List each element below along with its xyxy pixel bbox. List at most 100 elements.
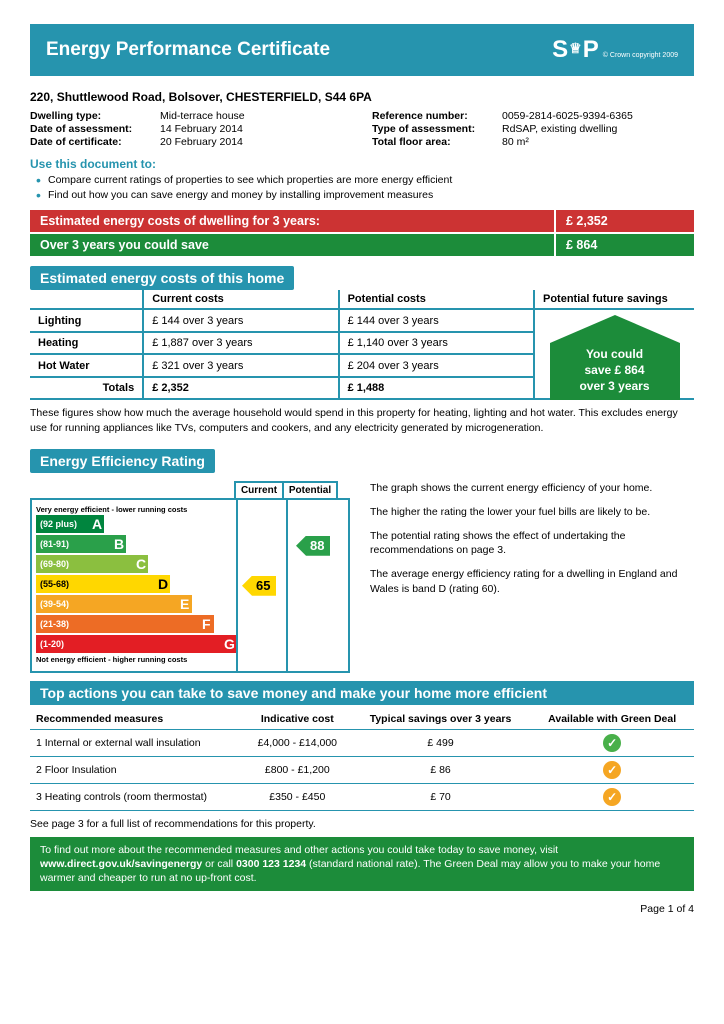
green-deal-tick: ✓ (530, 729, 694, 756)
measure-cost: £4,000 - £14,000 (244, 729, 351, 756)
use-doc-bullets: Compare current ratings of properties to… (30, 173, 694, 202)
eer-band-A: (92 plus)A (36, 515, 104, 533)
info-label: Date of assessment: (30, 123, 160, 135)
totals-potential: £ 1,488 (339, 377, 534, 400)
estimated-cost-bar: Estimated energy costs of dwelling for 3… (30, 210, 694, 232)
cost-potential: £ 1,140 over 3 years (339, 332, 534, 355)
tick-icon: ✓ (603, 761, 621, 779)
table-row: 3 Heating controls (room thermostat) £35… (30, 783, 694, 810)
col-indicative-cost: Indicative cost (244, 709, 351, 730)
col-measures: Recommended measures (30, 709, 244, 730)
info-value: 80 m² (502, 136, 694, 148)
measure-name: 2 Floor Insulation (30, 756, 244, 783)
green-deal-info-box: To find out more about the recommended m… (30, 837, 694, 892)
eer-heading: Energy Efficiency Rating (30, 449, 215, 473)
tick-icon: ✓ (603, 788, 621, 806)
measure-cost: £350 - £450 (244, 783, 351, 810)
measure-name: 3 Heating controls (room thermostat) (30, 783, 244, 810)
eer-band-G: (1-20)G (36, 635, 236, 653)
green-deal-tick: ✓ (530, 783, 694, 810)
table-row: 1 Internal or external wall insulation £… (30, 729, 694, 756)
green-deal-tick: ✓ (530, 756, 694, 783)
costs-footer-text: These figures show how much the average … (30, 406, 694, 434)
measure-saving: £ 70 (351, 783, 531, 810)
eer-col-current: Current (234, 481, 284, 498)
cost-potential: £ 204 over 3 years (339, 354, 534, 377)
measure-saving: £ 499 (351, 729, 531, 756)
info-value: 0059-2814-6025-9394-6365 (502, 110, 694, 122)
savings-bar: Over 3 years you could save £ 864 (30, 234, 694, 256)
measure-cost: £800 - £1,200 (244, 756, 351, 783)
tick-icon: ✓ (603, 734, 621, 752)
costs-table: Current costs Potential costs Potential … (30, 290, 694, 400)
measure-name: 1 Internal or external wall insulation (30, 729, 244, 756)
sap-logo: S♕P © Crown copyright 2009 (552, 36, 678, 64)
info-row: Total floor area:80 m² (372, 136, 694, 148)
info-value: Mid-terrace house (160, 110, 352, 122)
info-row: Type of assessment:RdSAP, existing dwell… (372, 123, 694, 135)
crown-icon: ♕ (569, 40, 583, 56)
eer-band-D: (55-68)D (36, 575, 170, 593)
savings-value: £ 864 (554, 234, 694, 256)
estimated-cost-value: £ 2,352 (554, 210, 694, 232)
use-doc-bullet: Compare current ratings of properties to… (36, 173, 694, 188)
eer-band-E: (39-54)E (36, 595, 192, 613)
totals-label: Totals (30, 377, 143, 400)
savings-arrow-icon: You couldsave £ 864over 3 years (550, 315, 680, 400)
eer-paragraph: The average energy efficiency rating for… (370, 567, 694, 595)
cost-row-name: Hot Water (30, 354, 143, 377)
eer-caption-top: Very energy efficient - lower running co… (36, 505, 346, 514)
eer-paragraph: The graph shows the current energy effic… (370, 481, 694, 495)
cost-current: £ 1,887 over 3 years (143, 332, 338, 355)
info-row: Reference number:0059-2814-6025-9394-636… (372, 110, 694, 122)
info-row: Date of assessment:14 February 2014 (30, 123, 352, 135)
eer-paragraph: The higher the rating the lower your fue… (370, 505, 694, 519)
eer-description: The graph shows the current energy effic… (370, 481, 694, 606)
eer-band-B: (81-91)B (36, 535, 126, 553)
measure-saving: £ 86 (351, 756, 531, 783)
top-actions-heading: Top actions you can take to save money a… (30, 681, 694, 705)
savings-label: Over 3 years you could save (30, 234, 554, 256)
info-value: RdSAP, existing dwelling (502, 123, 694, 135)
use-doc-bullet: Find out how you can save energy and mon… (36, 188, 694, 203)
eer-caption-bottom: Not energy efficient - higher running co… (36, 655, 346, 664)
totals-current: £ 2,352 (143, 377, 338, 400)
cost-row-name: Lighting (30, 309, 143, 332)
property-address: 220, Shuttlewood Road, Bolsover, CHESTER… (30, 90, 694, 104)
info-row: Date of certificate:20 February 2014 (30, 136, 352, 148)
cost-current: £ 321 over 3 years (143, 354, 338, 377)
info-value: 20 February 2014 (160, 136, 352, 148)
info-label: Date of certificate: (30, 136, 160, 148)
info-row: Dwelling type:Mid-terrace house (30, 110, 352, 122)
eer-chart: Current Potential Very energy efficient … (30, 481, 350, 673)
eer-band-C: (69-80)C (36, 555, 148, 573)
info-label: Total floor area: (372, 136, 502, 148)
col-potential: Potential costs (339, 290, 534, 309)
col-savings: Potential future savings (534, 290, 694, 309)
eer-paragraph: The potential rating shows the effect of… (370, 529, 694, 557)
header-bar: Energy Performance Certificate S♕P © Cro… (30, 24, 694, 76)
col-green-deal: Available with Green Deal (530, 709, 694, 730)
table-row: 2 Floor Insulation £800 - £1,200 £ 86 ✓ (30, 756, 694, 783)
eer-band-F: (21-38)F (36, 615, 214, 633)
property-details: Dwelling type:Mid-terrace houseDate of a… (30, 110, 694, 149)
col-typical-savings: Typical savings over 3 years (351, 709, 531, 730)
cost-potential: £ 144 over 3 years (339, 309, 534, 332)
cost-row-name: Heating (30, 332, 143, 355)
copyright: © Crown copyright 2009 (603, 52, 678, 59)
info-label: Reference number: (372, 110, 502, 122)
use-doc-heading: Use this document to: (30, 157, 694, 171)
table-row: Lighting £ 144 over 3 years £ 144 over 3… (30, 309, 694, 332)
info-label: Dwelling type: (30, 110, 160, 122)
eer-col-potential: Potential (284, 481, 338, 498)
costs-section-heading: Estimated energy costs of this home (30, 266, 294, 290)
top-actions-footer: See page 3 for a full list of recommenda… (30, 817, 694, 831)
savings-arrow-cell: You couldsave £ 864over 3 years (534, 309, 694, 399)
page-title: Energy Performance Certificate (46, 39, 330, 61)
top-actions-table: Recommended measures Indicative cost Typ… (30, 709, 694, 811)
info-label: Type of assessment: (372, 123, 502, 135)
page-number: Page 1 of 4 (30, 903, 694, 915)
estimated-cost-label: Estimated energy costs of dwelling for 3… (30, 210, 554, 232)
info-value: 14 February 2014 (160, 123, 352, 135)
col-current: Current costs (143, 290, 338, 309)
